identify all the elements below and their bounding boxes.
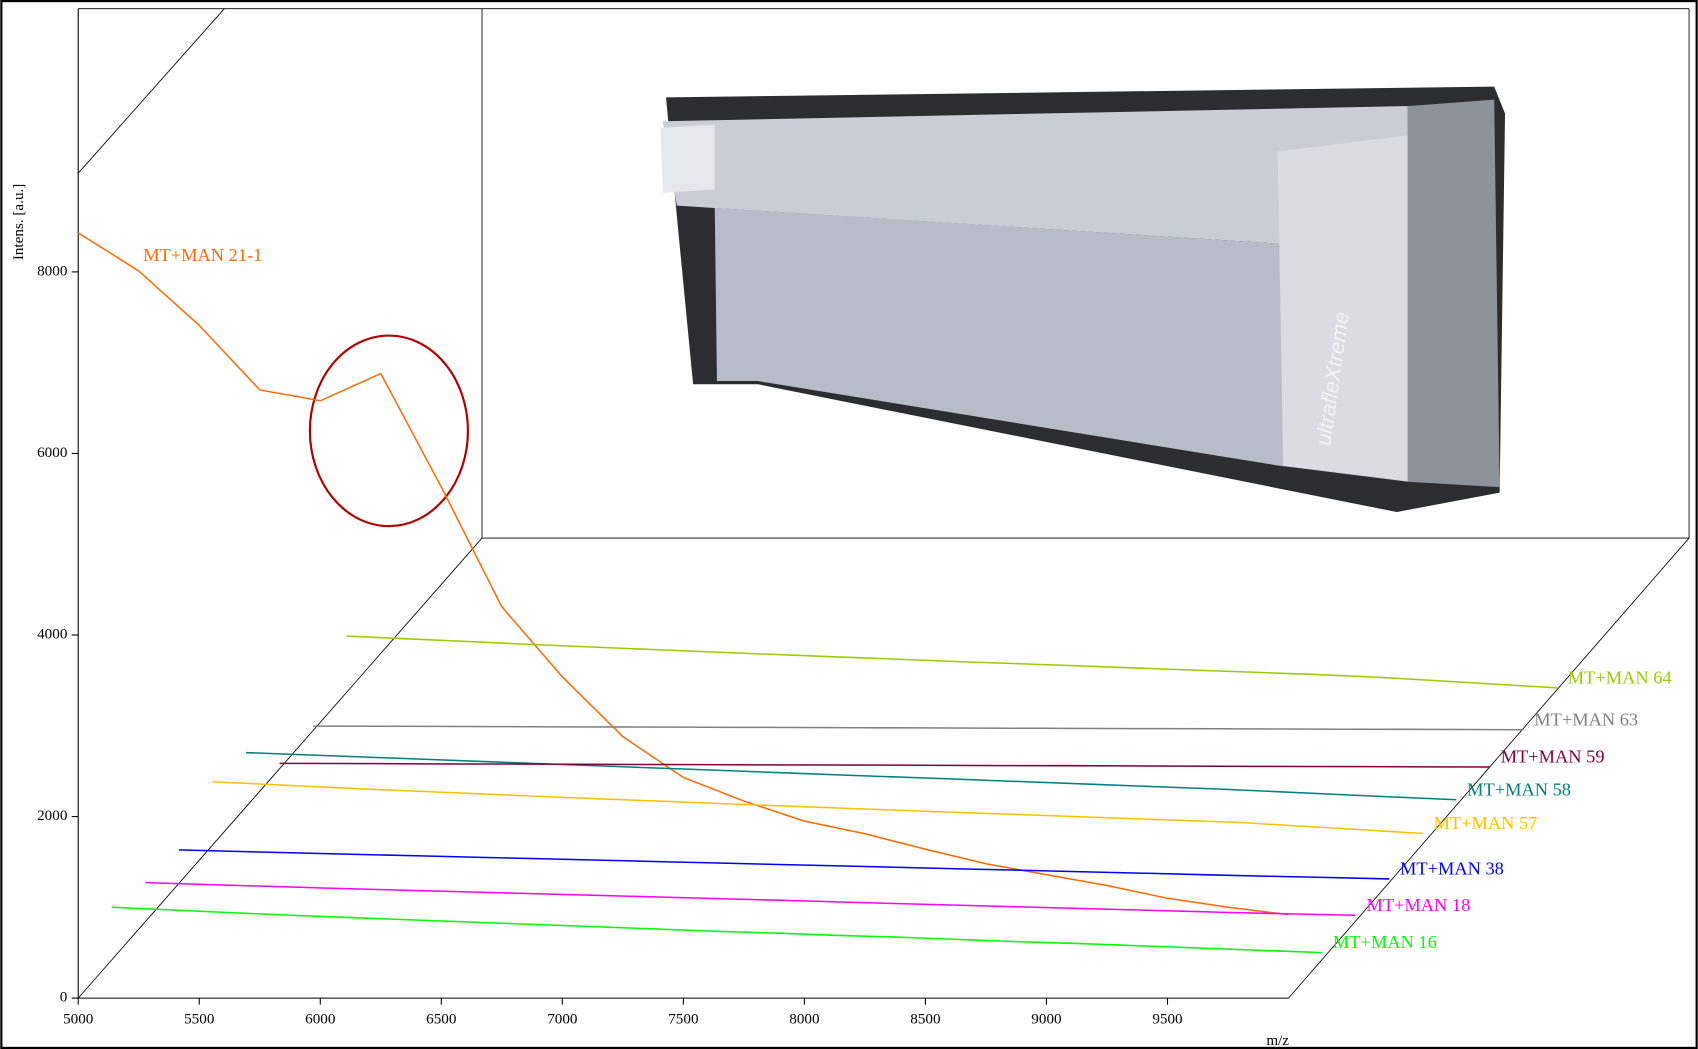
series-label: MT+MAN 59	[1501, 747, 1605, 767]
instrument-edge	[1408, 100, 1500, 488]
x-axis-label: m/z	[1266, 1032, 1289, 1049]
x-tick-label: 5000	[63, 1010, 93, 1027]
series-label: MT+MAN 21-1	[143, 245, 262, 265]
series-label: MT+MAN 38	[1400, 858, 1504, 878]
box-edge	[78, 9, 224, 174]
y-tick-label: 2000	[37, 807, 67, 824]
y-tick-label: 0	[60, 989, 68, 1006]
series-label: MT+MAN 16	[1333, 932, 1437, 952]
y-tick-label: 8000	[37, 262, 67, 279]
x-tick-label: 7500	[668, 1010, 698, 1027]
spectrum-line	[347, 636, 1557, 688]
instrument-door	[661, 124, 715, 192]
x-tick-label: 6000	[305, 1010, 335, 1027]
x-tick-label: 6500	[426, 1010, 456, 1027]
y-tick-label: 4000	[37, 625, 67, 642]
series-label: MT+MAN 18	[1366, 895, 1470, 915]
y-tick-label: 6000	[37, 444, 67, 461]
spectrum-line	[280, 763, 1490, 767]
spectrum-line	[179, 850, 1389, 879]
x-tick-label: 9500	[1152, 1010, 1182, 1027]
series-label: MT+MAN 64	[1568, 667, 1672, 687]
y-axis-label: Intens. [a.u.]	[10, 184, 27, 261]
chart: ultrafleXtreme Intens. [a.u.] m/z 0 2000 4…	[0, 0, 1698, 1049]
series-label: MT+MAN 63	[1534, 709, 1638, 729]
x-tick-label: 7000	[547, 1010, 577, 1027]
spectrum-line	[112, 907, 1322, 952]
instrument-photo: ultrafleXtreme	[661, 87, 1505, 512]
box-edge	[1289, 538, 1690, 998]
spectrum-line	[313, 726, 1523, 730]
x-tick-label: 8500	[910, 1010, 940, 1027]
highlight-circle	[310, 336, 468, 527]
spectrum-line	[246, 753, 1456, 800]
x-tick-label: 5500	[184, 1010, 214, 1027]
x-tick-label: 9000	[1031, 1010, 1061, 1027]
page: ultrafleXtreme Intens. [a.u.] m/z 0 2000 4…	[0, 0, 1698, 1049]
series-label: MT+MAN 58	[1467, 779, 1571, 799]
instrument-side	[1278, 135, 1413, 481]
series-label: MT+MAN 57	[1434, 813, 1538, 833]
x-tick-label: 8000	[789, 1010, 819, 1027]
box-edge	[78, 538, 482, 998]
